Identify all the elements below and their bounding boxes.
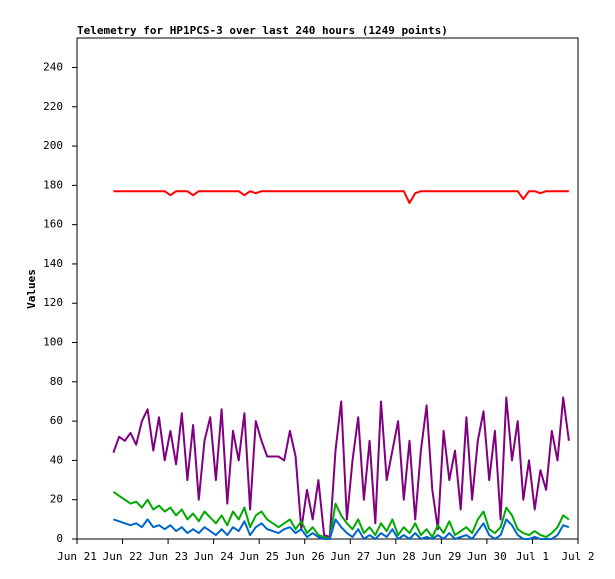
x-tick-label: Jun 29	[421, 550, 461, 563]
series-line	[113, 518, 570, 540]
y-tick-label: 20	[50, 493, 63, 506]
x-tick-label: Jun 21	[57, 550, 97, 563]
x-tick-label: Jun 25	[239, 550, 279, 563]
y-axis-label: Values	[25, 269, 38, 309]
x-tick-label: Jun 28	[376, 550, 416, 563]
x-tick-label: Jun 24	[194, 550, 234, 563]
x-tick-label: Jun 26	[285, 550, 325, 563]
chart-title: Telemetry for HP1PCS-3 over last 240 hou…	[77, 24, 448, 37]
series-line	[112, 396, 570, 538]
y-tick-label: 120	[43, 296, 63, 309]
y-tick-label: 100	[43, 336, 63, 349]
x-tick-label: Jul 2	[561, 550, 594, 563]
y-tick-label: 40	[50, 453, 63, 466]
x-tick-label: Jun 22	[103, 550, 143, 563]
y-tick-label: 220	[43, 100, 63, 113]
series-line	[112, 490, 570, 540]
x-tick-label: Jun 30	[467, 550, 507, 563]
plot-area	[76, 37, 579, 540]
y-tick-label: 60	[50, 414, 63, 427]
y-tick-label: 200	[43, 139, 63, 152]
y-tick-label: 160	[43, 218, 63, 231]
y-tick-label: 140	[43, 257, 63, 270]
y-tick-label: 0	[56, 532, 63, 545]
x-tick-label: Jun 23	[148, 550, 188, 563]
x-tick-label: Jul 1	[516, 550, 549, 563]
y-tick-label: 240	[43, 60, 63, 73]
series-line	[113, 190, 569, 204]
y-tick-label: 180	[43, 178, 63, 191]
x-tick-label: Jun 27	[330, 550, 370, 563]
y-tick-label: 80	[50, 375, 63, 388]
